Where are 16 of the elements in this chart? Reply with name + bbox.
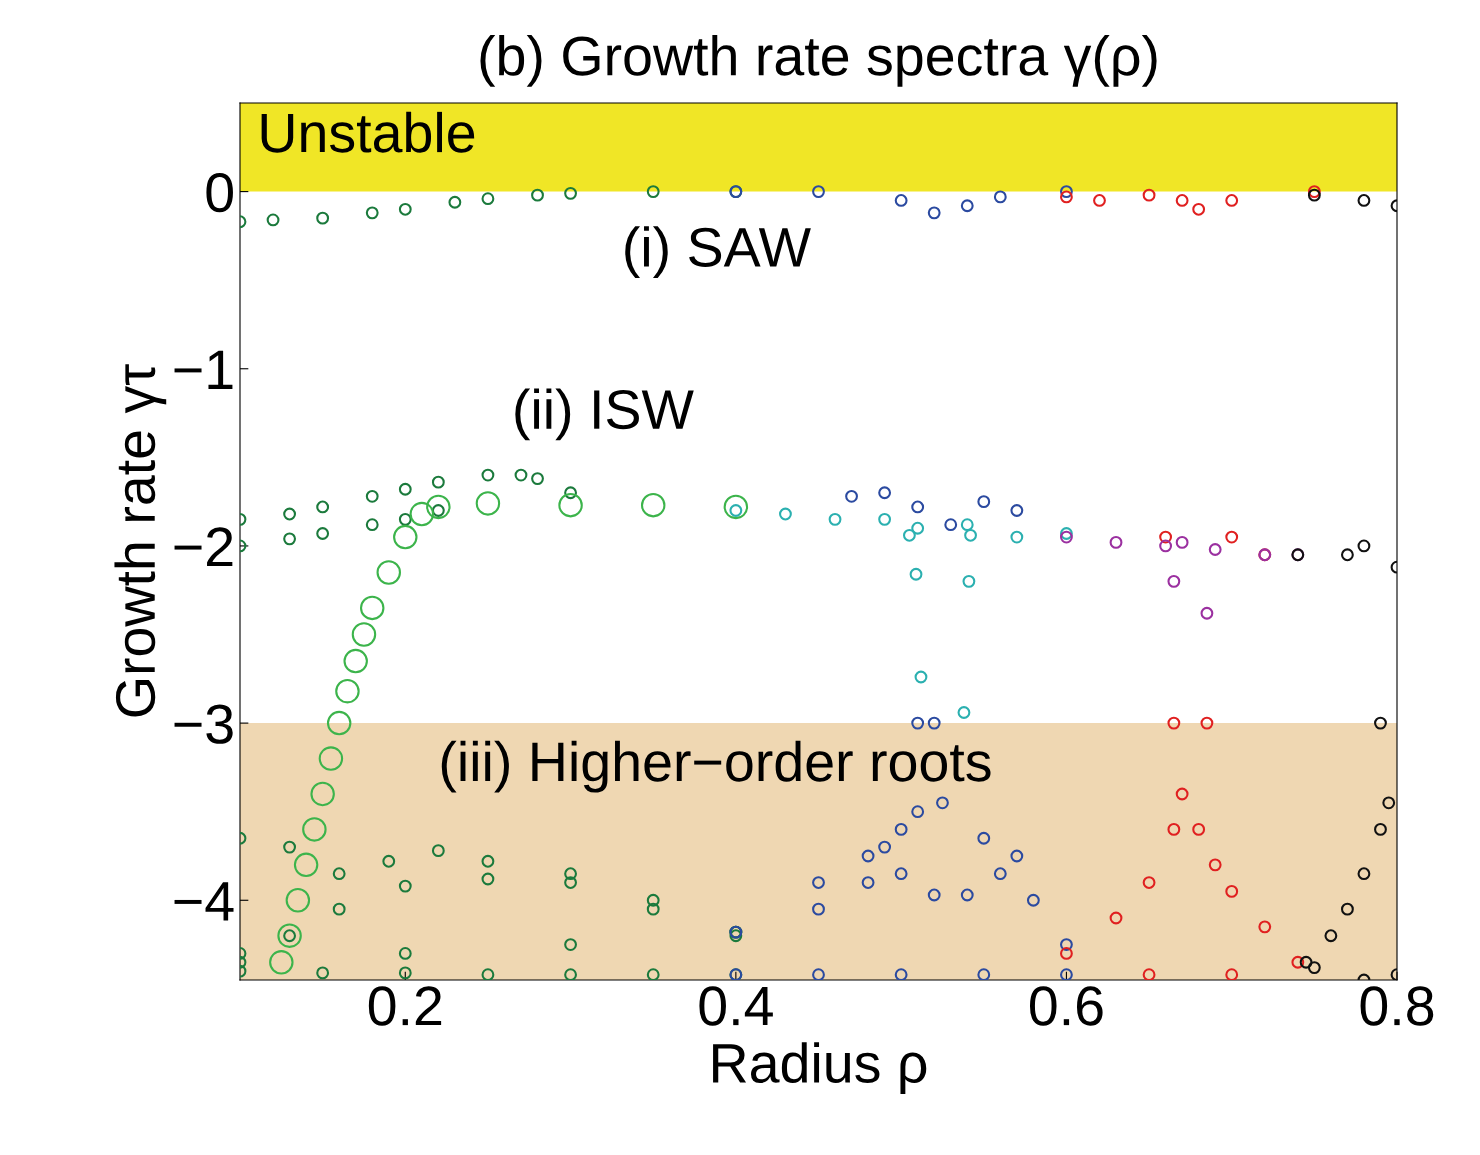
band-label: (iii) Higher−order roots: [441, 740, 991, 793]
annotation: (ii) ISW: [515, 388, 694, 441]
y-tick-label: −3: [174, 704, 233, 744]
x-axis-title: Radius ρ: [713, 1042, 927, 1094]
annotation: (i) SAW: [625, 226, 811, 278]
y-axis-title: Growth rate γτ: [114, 364, 167, 717]
y-tick-label: −1: [174, 350, 233, 389]
y-tick-label: 0: [206, 172, 233, 213]
x-tick-label: 0.8: [1360, 986, 1434, 1026]
y-tick-label: −2: [174, 527, 233, 567]
x-tick-label: 0.6: [1029, 986, 1103, 1026]
chart-title: (b) Growth rate spectra γ(ρ): [480, 34, 1157, 87]
band-label: Unstable: [261, 111, 475, 153]
y-tick-label: −4: [174, 882, 234, 921]
x-tick-label: 0.4: [699, 986, 773, 1026]
x-tick-label: 0.2: [368, 986, 442, 1026]
